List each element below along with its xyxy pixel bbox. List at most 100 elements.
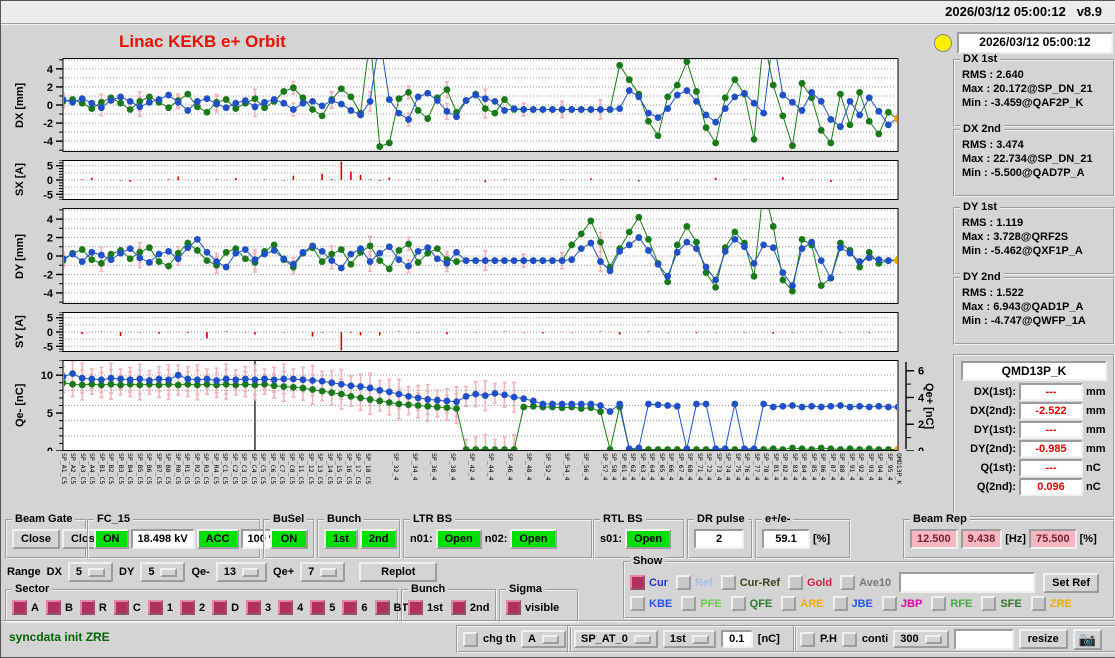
sector-label: 5 (329, 601, 336, 614)
bpm-x-label: SP_32_4 (392, 453, 401, 481)
show-checkbox-cur-ref[interactable] (720, 575, 736, 590)
bpm-x-label: SP_75_4 (733, 453, 742, 481)
range-qe-plus-dropdown[interactable]: 7 (300, 562, 346, 582)
bpm-x-label: SP_A2_C5 (69, 453, 78, 485)
svg-text:-2: -2 (43, 269, 53, 281)
sector-checkbox-b[interactable] (45, 600, 61, 615)
ph-checkbox[interactable] (800, 631, 815, 647)
bunch-1st-button[interactable]: 1st (324, 529, 358, 549)
svg-text:5: 5 (47, 408, 53, 420)
show-checkbox-cur[interactable] (630, 575, 645, 590)
range-qe-minus-dropdown[interactable]: 13 (215, 562, 268, 582)
show-region-checkbox-jbp[interactable] (881, 596, 897, 611)
count-dropdown[interactable]: 300 (893, 630, 949, 648)
set-ref-button[interactable]: Set Ref (1043, 572, 1100, 593)
stat-row: Min : -4.747@QWFP_1A (962, 315, 1086, 327)
show-checkbox-gold[interactable] (788, 575, 804, 590)
threshold-field[interactable]: 0.1 (720, 630, 753, 648)
svg-text:0: 0 (47, 251, 53, 263)
fc15-acc-button[interactable]: ACC (196, 529, 239, 549)
sector-checkbox-r[interactable] (79, 600, 95, 615)
chart-sx: -5 0 5 (1, 160, 949, 200)
resize-button[interactable]: resize (1018, 629, 1068, 649)
count-input[interactable] (953, 628, 1014, 650)
bpm-x-label: SP_38_4 (449, 453, 458, 481)
monitor-value-row: DY(1st): --- mm (960, 421, 1108, 439)
sector-label: 3 (265, 601, 272, 614)
show-region-checkbox-jbe[interactable] (832, 596, 848, 611)
chart-dy: -4 -2 0 2 4 (1, 208, 949, 304)
sector-checkbox-c[interactable] (113, 600, 129, 615)
bpm-x-label: SP_B5_C5 (135, 453, 144, 485)
show-label: Ref (694, 576, 713, 589)
show-region-item: KBE (630, 596, 672, 611)
conti-checkbox[interactable] (841, 631, 857, 647)
chg-th-dropdown[interactable]: A (521, 630, 566, 648)
bunch-select-checkbox-1st[interactable] (408, 600, 423, 615)
show-region-item: ARE (781, 596, 824, 611)
bunch-2nd-button[interactable]: 2nd (359, 529, 398, 549)
ref-name-input[interactable] (899, 572, 1036, 593)
sector-label: 6 (361, 601, 368, 614)
sector-checkbox-5[interactable] (310, 600, 326, 615)
sector-checkbox-1[interactable] (147, 600, 163, 615)
sector-checkbox-4[interactable] (278, 600, 294, 615)
ltr-bs-n02-open-button[interactable]: Open (510, 529, 557, 549)
dropdown-dash-icon (320, 567, 338, 577)
rtl-bs-s01-open-button[interactable]: Open (625, 529, 672, 549)
svg-text:4: 4 (47, 214, 54, 226)
fc15-on-button[interactable]: ON (94, 529, 129, 549)
screenshot-camera-button[interactable]: 📷 (1072, 628, 1103, 650)
sigma-checkbox-visible[interactable] (506, 600, 521, 615)
sector-label: D (231, 601, 240, 614)
show-region-checkbox-sfe[interactable] (981, 596, 997, 611)
sector-checkbox-d[interactable] (212, 600, 228, 615)
range-dx-dropdown[interactable]: 5 (67, 562, 114, 582)
chart-sy: -5 0 5 (1, 312, 949, 352)
sp-select-dropdown[interactable]: SP_AT_0 (574, 630, 658, 648)
fc15-group: FC_15 ON 18.498 kV ACC 100 % (87, 513, 286, 559)
conti-label: conti (861, 633, 889, 645)
beam-rep-label: Beam Rep (910, 513, 970, 525)
bpm-x-label: SP_34_4 (411, 453, 420, 481)
bpm-x-label: SP_B8_C5 (164, 453, 173, 485)
ltr-bs-n01-open-button[interactable]: Open (435, 529, 482, 549)
sector-checkbox-a[interactable] (12, 600, 27, 615)
sigma-label: visible (525, 601, 560, 614)
eplus-eminus-field[interactable]: 59.1 (762, 529, 810, 549)
stat-box-dx-1st: DX 1st RMS : 2.640 Max : 20.172@SP_DN_21 Mi… (953, 53, 1115, 127)
show-region-checkbox-qfe[interactable] (730, 596, 746, 611)
sector-checkbox-6[interactable] (342, 600, 358, 615)
show-region-checkbox-pfe[interactable] (681, 596, 697, 611)
monitor-value-unit: mm (1086, 443, 1106, 455)
beam-rep-value-3: 75.500 (1028, 529, 1077, 549)
selected-monitor-name[interactable]: QMD13P_K (961, 361, 1107, 381)
bunch-select-dropdown[interactable]: 1st (662, 630, 716, 648)
show-region-checkbox-are[interactable] (781, 596, 797, 611)
show-checkbox-ave10[interactable] (840, 575, 856, 590)
bunch-select-group: Bunch 1st 2nd (401, 583, 497, 623)
fc15-kv-field[interactable]: 18.498 kV (130, 529, 195, 549)
bpm-x-label: SP_56_4 (581, 453, 590, 481)
show-checkbox-ref[interactable] (675, 575, 691, 590)
bpm-x-label: SP_R3_C5 (202, 453, 211, 485)
show-region-checkbox-kbe[interactable] (630, 596, 645, 611)
bpm-x-label: SP_83_4 (790, 453, 799, 481)
replot-button[interactable]: Replot (359, 562, 438, 582)
sector-item: 6 (342, 600, 368, 615)
busel-on-button[interactable]: ON (270, 529, 308, 549)
dr-pulse-field[interactable]: 2 (694, 529, 744, 549)
sector-checkbox-3[interactable] (246, 600, 262, 615)
show-region-checkbox-rfe[interactable] (931, 596, 947, 611)
sector-checkbox-2[interactable] (179, 600, 195, 615)
chg-th-checkbox[interactable] (463, 631, 478, 647)
sector-checkbox-bt[interactable] (374, 600, 390, 615)
sector-label: R (98, 601, 107, 614)
dr-pulse-label: DR pulse (694, 513, 748, 525)
show-region-checkbox-zre[interactable] (1030, 596, 1046, 611)
monitor-value-label: DX(2nd): (970, 405, 1016, 417)
beam-gate-close-1-button[interactable]: Close (12, 529, 60, 549)
bunch-select-checkbox-2nd[interactable] (450, 600, 466, 615)
show-region-label: ARE (800, 597, 824, 610)
range-dy-dropdown[interactable]: 5 (140, 562, 186, 582)
